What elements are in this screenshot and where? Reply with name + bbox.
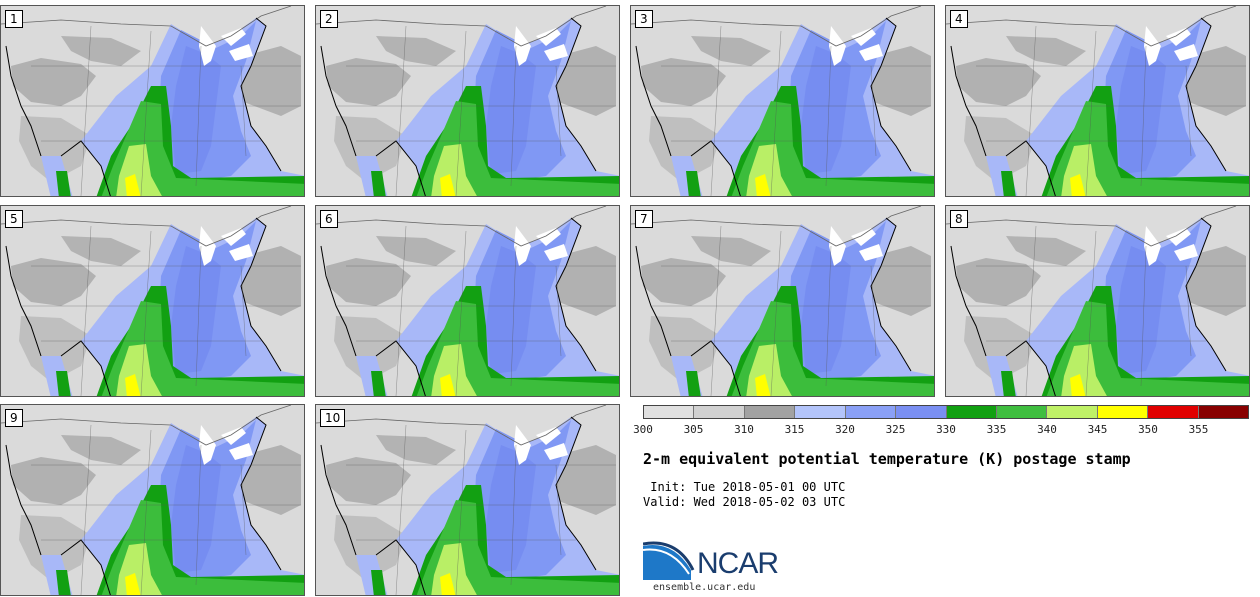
colorbar-cell: [845, 406, 897, 418]
member-number: 6: [320, 210, 338, 228]
colorbar-cell: [744, 406, 796, 418]
member-number: 3: [635, 10, 653, 28]
member-number: 10: [320, 409, 346, 427]
member-panel: 4: [945, 5, 1250, 197]
member-number: 1: [5, 10, 23, 28]
init-time: Init: Tue 2018-05-01 00 UTC: [643, 480, 846, 494]
member-panel: 2: [315, 5, 620, 197]
colorbar-tick-label: 335: [986, 423, 1007, 436]
member-panel: 10: [315, 404, 620, 596]
colorbar-cell: [795, 406, 846, 418]
member-panel: 3: [630, 5, 935, 197]
member-panel: 9: [0, 404, 305, 596]
colorbar-tick-label: 310: [734, 423, 754, 436]
colorbar-cell: [644, 406, 695, 418]
colorbar: [643, 405, 1249, 419]
ncar-logo-text: NCAR: [697, 547, 779, 580]
colorbar-cell: [1148, 406, 1199, 418]
colorbar-tick-label: 345: [1087, 423, 1108, 436]
website-url: ensemble.ucar.edu: [653, 582, 756, 593]
colorbar-cell: [694, 406, 745, 418]
member-number: 7: [635, 210, 653, 228]
valid-time: Valid: Wed 2018-05-02 03 UTC: [643, 495, 846, 509]
colorbar-cell: [1097, 406, 1149, 418]
colorbar-tick-label: 340: [1037, 423, 1057, 436]
colorbar-cell: [1198, 406, 1249, 418]
member-panel: 7: [630, 205, 935, 397]
colorbar-tick-label: 300: [633, 423, 653, 436]
colorbar-tick-label: 320: [835, 423, 855, 436]
member-panel: 8: [945, 205, 1250, 397]
colorbar-tick-label: 325: [885, 423, 906, 436]
colorbar-tick-label: 315: [784, 423, 805, 436]
member-panel: 6: [315, 205, 620, 397]
colorbar-tick-label: 350: [1138, 423, 1158, 436]
member-number: 8: [950, 210, 968, 228]
colorbar-cell: [1047, 406, 1098, 418]
colorbar-cell: [996, 406, 1048, 418]
colorbar-tick-label: 305: [683, 423, 704, 436]
ncar-logo-icon: [643, 541, 695, 580]
member-number: 2: [320, 10, 338, 28]
figure-title: 2-m equivalent potential temperature (K)…: [643, 450, 1131, 468]
member-number: 9: [5, 409, 23, 427]
colorbar-tick-label: 330: [936, 423, 956, 436]
member-number: 5: [5, 210, 23, 228]
colorbar-cell: [946, 406, 997, 418]
member-number: 4: [950, 10, 968, 28]
colorbar-tick-label: 355: [1188, 423, 1209, 436]
colorbar-cell: [896, 406, 947, 418]
member-panel: 5: [0, 205, 305, 397]
member-panel: 1: [0, 5, 305, 197]
